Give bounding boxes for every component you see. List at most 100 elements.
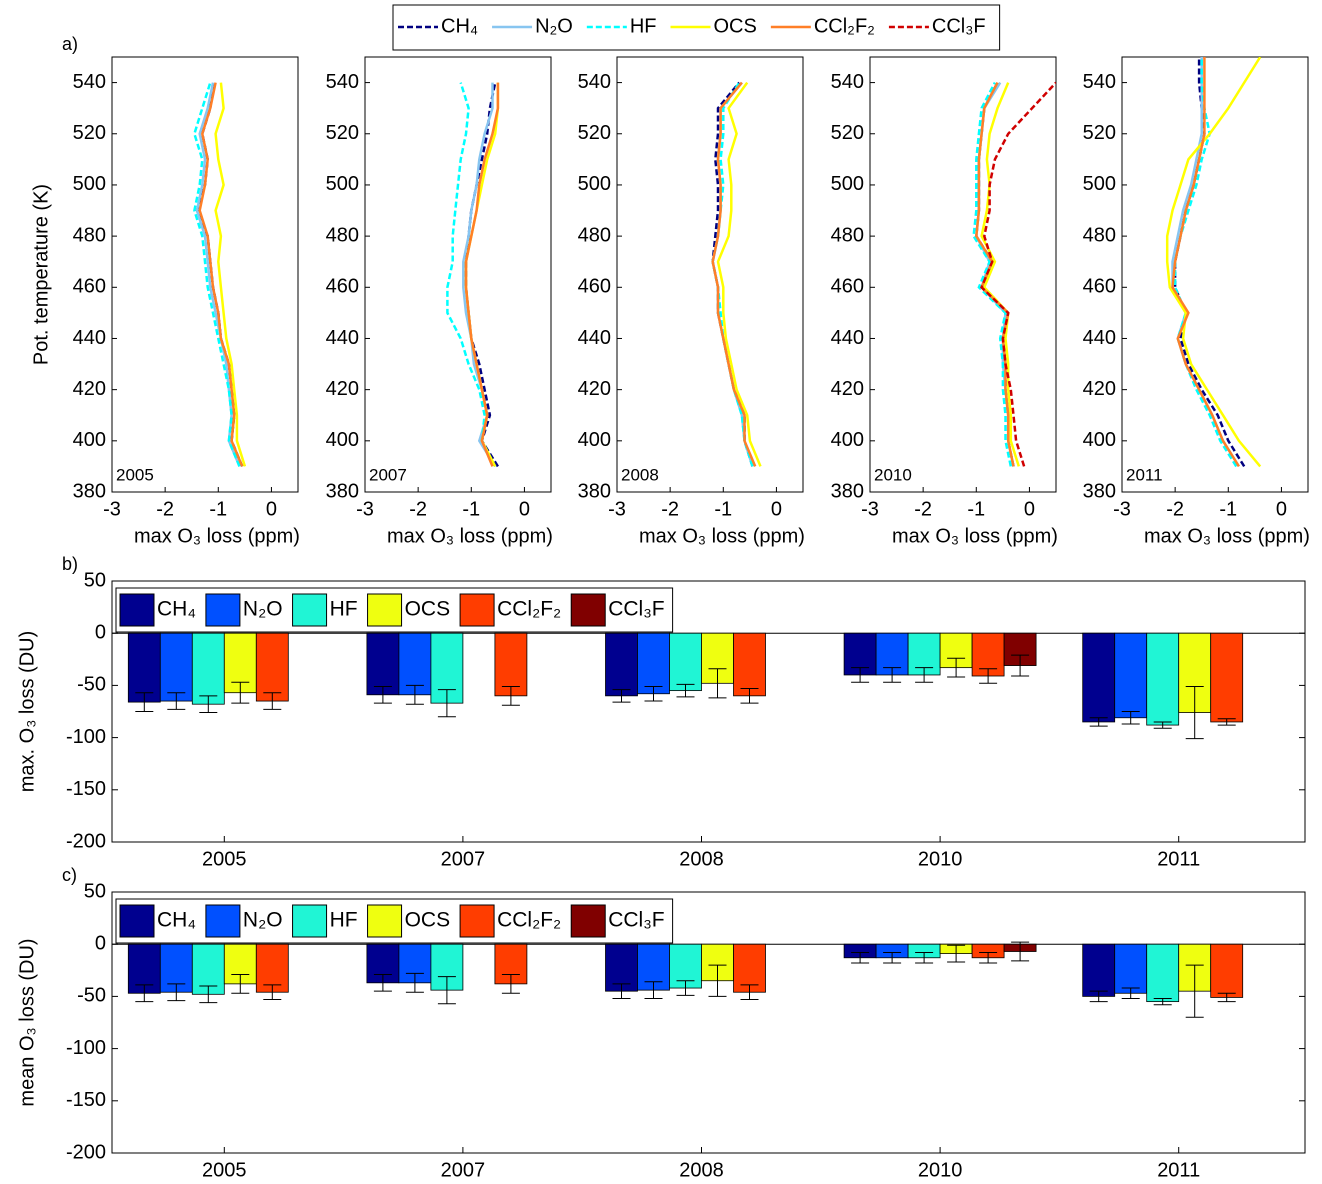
x-axis-label: max O₃ loss (ppm): [387, 525, 553, 547]
error-bar: [1217, 718, 1236, 726]
y-tick-label: 520: [73, 122, 106, 144]
legend-label: CH₄: [441, 15, 478, 37]
y-tick-label: 400: [73, 429, 106, 451]
plot-area: [111, 56, 299, 493]
error-bar: [199, 985, 218, 1004]
y-tick-label: 440: [326, 327, 359, 349]
y-tick-label: 480: [73, 224, 106, 246]
error-bar: [883, 952, 902, 964]
year-annotation: 2010: [874, 465, 912, 484]
legend-label: HF: [330, 598, 358, 621]
x-tick-label: 2011: [1157, 848, 1200, 870]
y-tick-label: 500: [73, 173, 106, 195]
profile-line: [214, 82, 247, 467]
y-tick-label: 380: [831, 480, 864, 502]
error-bar: [644, 685, 663, 702]
profile-line: [193, 82, 241, 467]
error-bar: [1185, 685, 1204, 740]
legend-swatch: [570, 593, 606, 627]
y-tick-label: -100: [66, 1037, 106, 1059]
profile-line: [198, 82, 244, 467]
error-bar: [612, 689, 631, 703]
error-bar: [883, 667, 902, 683]
y-tick-label: 480: [326, 224, 359, 246]
bar: [255, 943, 289, 993]
bar: [605, 943, 638, 992]
y-tick-label: 50: [84, 880, 106, 902]
y-tick-label: 0: [95, 932, 106, 954]
legend-swatch: [459, 904, 495, 938]
x-tick-label: 0: [1024, 498, 1035, 520]
y-tick-label: 0: [95, 621, 106, 643]
year-annotation: 2005: [116, 465, 154, 484]
y-tick-label: 540: [1083, 71, 1116, 93]
y-tick-label: 540: [73, 71, 106, 93]
error-bar: [708, 668, 727, 699]
legend-label: CCl₃F: [932, 15, 986, 37]
x-tick-label: -2: [156, 498, 174, 520]
panel-label: c): [62, 865, 77, 885]
y-tick-label: 400: [831, 429, 864, 451]
error-bar: [708, 964, 727, 997]
profile-line: [980, 81, 1056, 467]
x-tick-label: 2010: [918, 1159, 963, 1181]
error-bar: [1089, 717, 1108, 727]
y-tick-label: 440: [578, 327, 611, 349]
x-tick-label: -1: [967, 498, 985, 520]
x-tick-label: 2007: [441, 1159, 486, 1181]
legend-swatch: [570, 904, 606, 938]
error-bar: [1121, 711, 1140, 725]
x-tick-label: 2011: [1157, 1159, 1200, 1181]
legend-label: N₂O: [243, 598, 283, 621]
x-tick-label: 0: [1276, 498, 1287, 520]
legend-label: CCl₃F: [608, 598, 664, 621]
x-axis-label: max O₃ loss (ppm): [1144, 525, 1310, 547]
year-annotation: 2008: [621, 465, 659, 484]
x-tick-label: 2005: [202, 848, 247, 870]
legend-swatch: [367, 904, 403, 938]
bar: [191, 632, 225, 705]
y-tick-label: 480: [831, 224, 864, 246]
x-tick-label: -1: [209, 498, 227, 520]
bar: [1114, 632, 1148, 719]
legend-label: N₂O: [535, 15, 573, 37]
y-tick-label: 420: [578, 378, 611, 400]
bar: [733, 632, 766, 697]
legend-label: HF: [630, 15, 657, 37]
y-tick-label: 440: [831, 327, 864, 349]
error-bar: [405, 972, 424, 993]
bar: [637, 632, 670, 695]
y-tick-label: 520: [326, 122, 359, 144]
x-tick-label: -3: [608, 498, 626, 520]
y-tick-label: 460: [73, 276, 106, 298]
error-bar: [263, 692, 282, 710]
y-tick-label: -200: [66, 830, 106, 852]
y-tick-label: 480: [578, 224, 611, 246]
bar: [366, 632, 400, 696]
y-axis-label: mean O₃ loss (DU): [16, 938, 38, 1106]
bar: [1082, 632, 1116, 723]
bar: [1146, 943, 1180, 1003]
plot-area: [869, 56, 1057, 493]
y-axis-label: Pot. temperature (K): [30, 184, 52, 365]
x-tick-label: -1: [462, 498, 480, 520]
x-tick-label: 0: [519, 498, 530, 520]
error-bar: [135, 984, 154, 1003]
error-bar: [740, 984, 759, 1001]
error-bar: [851, 952, 870, 964]
x-tick-label: -2: [1166, 498, 1184, 520]
legend-label: OCS: [714, 15, 757, 37]
legend: CH₄ N₂O HF OCS CCl₂F₂ CCl₃F: [392, 4, 1001, 51]
error-bar: [135, 692, 154, 712]
error-bar: [979, 668, 998, 684]
bar: [1082, 943, 1116, 997]
y-tick-label: 380: [578, 480, 611, 502]
y-tick-label: 520: [1083, 122, 1116, 144]
bar: [1210, 632, 1244, 723]
legend-label: OCS: [405, 909, 451, 932]
error-bar: [501, 973, 520, 994]
y-tick-label: 460: [578, 276, 611, 298]
y-tick-label: 400: [1083, 429, 1116, 451]
error-bar: [437, 976, 456, 1005]
y-tick-label: 440: [1083, 327, 1116, 349]
